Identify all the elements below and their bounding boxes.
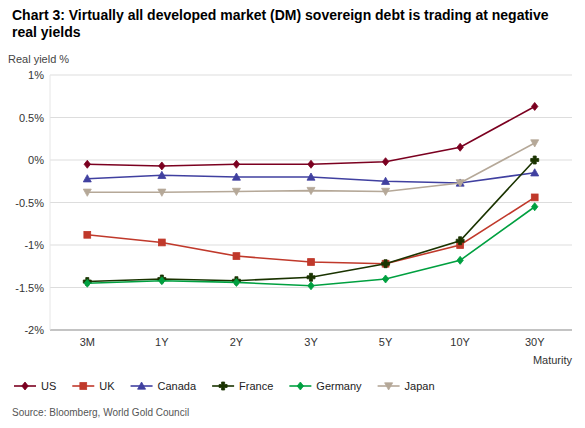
point: [84, 160, 90, 168]
y-tick-label: 0.5%: [19, 112, 44, 124]
legend-marker: [80, 383, 87, 390]
point: [382, 188, 390, 195]
point: [382, 260, 390, 268]
point: [382, 260, 389, 267]
point: [531, 156, 539, 164]
point: [307, 273, 315, 281]
x-axis: 3M 1Y 2Y 3Y 5Y 10Y 30Y: [80, 336, 546, 348]
point: [233, 160, 239, 168]
x-tick-label: 3Y: [304, 336, 318, 348]
legend-marker: [22, 382, 28, 390]
legend-marker: [385, 383, 393, 390]
legend-marker: [219, 382, 227, 390]
grid-line: [50, 330, 572, 331]
legend-label: France: [239, 380, 273, 392]
x-tick-label: 3M: [80, 336, 95, 348]
y-tick-label: 0%: [28, 154, 44, 166]
x-tick-label: 2Y: [230, 336, 244, 348]
point: [83, 175, 91, 182]
point: [456, 237, 464, 245]
legend-marker: [138, 382, 146, 389]
point: [382, 158, 388, 166]
legend-label: Canada: [158, 380, 197, 392]
point: [456, 179, 464, 186]
point: [308, 259, 315, 266]
point: [307, 173, 315, 180]
series: [83, 140, 538, 197]
series: [84, 203, 538, 290]
legend: US UK Canada France Germany Japan: [14, 380, 435, 392]
title: real yields: [12, 24, 81, 40]
point: [308, 160, 314, 168]
series: [83, 156, 538, 286]
x-axis-line: [50, 330, 572, 331]
source: Source: Bloomberg, World Gold Council: [12, 407, 189, 418]
point: [233, 278, 239, 286]
point: [531, 169, 539, 176]
x-axis-label: Maturity: [533, 354, 573, 366]
point: [232, 173, 240, 180]
legend-label: Germany: [316, 380, 362, 392]
point: [307, 187, 315, 194]
point: [232, 188, 240, 195]
x-tick-label: 1Y: [155, 336, 169, 348]
plot-area: [83, 102, 538, 289]
legend-label: Japan: [405, 380, 435, 392]
point: [532, 102, 538, 110]
chart: Chart 3: Virtually all developed market …: [0, 0, 585, 428]
y-tick-label: -1.5%: [15, 282, 44, 294]
point: [532, 203, 538, 211]
line: [87, 106, 534, 166]
legend-label: UK: [99, 380, 115, 392]
grid-line: [50, 75, 572, 76]
legend-marker: [297, 382, 303, 390]
point: [531, 194, 538, 201]
point: [308, 282, 314, 290]
point: [83, 189, 91, 196]
grid-line: [50, 117, 572, 118]
grid-line: [50, 245, 572, 246]
grid-line: [50, 202, 572, 203]
point: [84, 279, 90, 287]
point: [457, 256, 463, 264]
y-tick-label: -1%: [24, 239, 44, 251]
y-axis-label: Real yield %: [8, 53, 69, 65]
x-tick-label: 30Y: [525, 336, 545, 348]
x-tick-label: 10Y: [450, 336, 470, 348]
line: [87, 143, 534, 192]
line: [87, 173, 534, 183]
point: [159, 162, 165, 170]
y-tick-label: -2%: [24, 324, 44, 336]
y-tick-label: 1%: [28, 69, 44, 81]
point: [382, 275, 388, 283]
point: [382, 177, 390, 184]
x-tick-label: 5Y: [379, 336, 393, 348]
point: [158, 171, 166, 178]
point: [233, 253, 240, 260]
y-tick-label: -0.5%: [15, 197, 44, 209]
line: [87, 207, 534, 286]
point: [84, 231, 91, 238]
point: [158, 239, 165, 246]
y-axis-line: [50, 75, 51, 330]
y-axis: -2% -1.5% -1% -0.5% 0% 0.5% 1%: [15, 69, 572, 336]
point: [158, 189, 166, 196]
point: [159, 277, 165, 285]
legend-label: US: [41, 380, 56, 392]
point: [531, 140, 539, 147]
point: [456, 180, 464, 187]
series: [84, 102, 538, 170]
line: [87, 197, 534, 263]
title: Chart 3: Virtually all developed market …: [12, 7, 549, 23]
point: [457, 143, 463, 151]
